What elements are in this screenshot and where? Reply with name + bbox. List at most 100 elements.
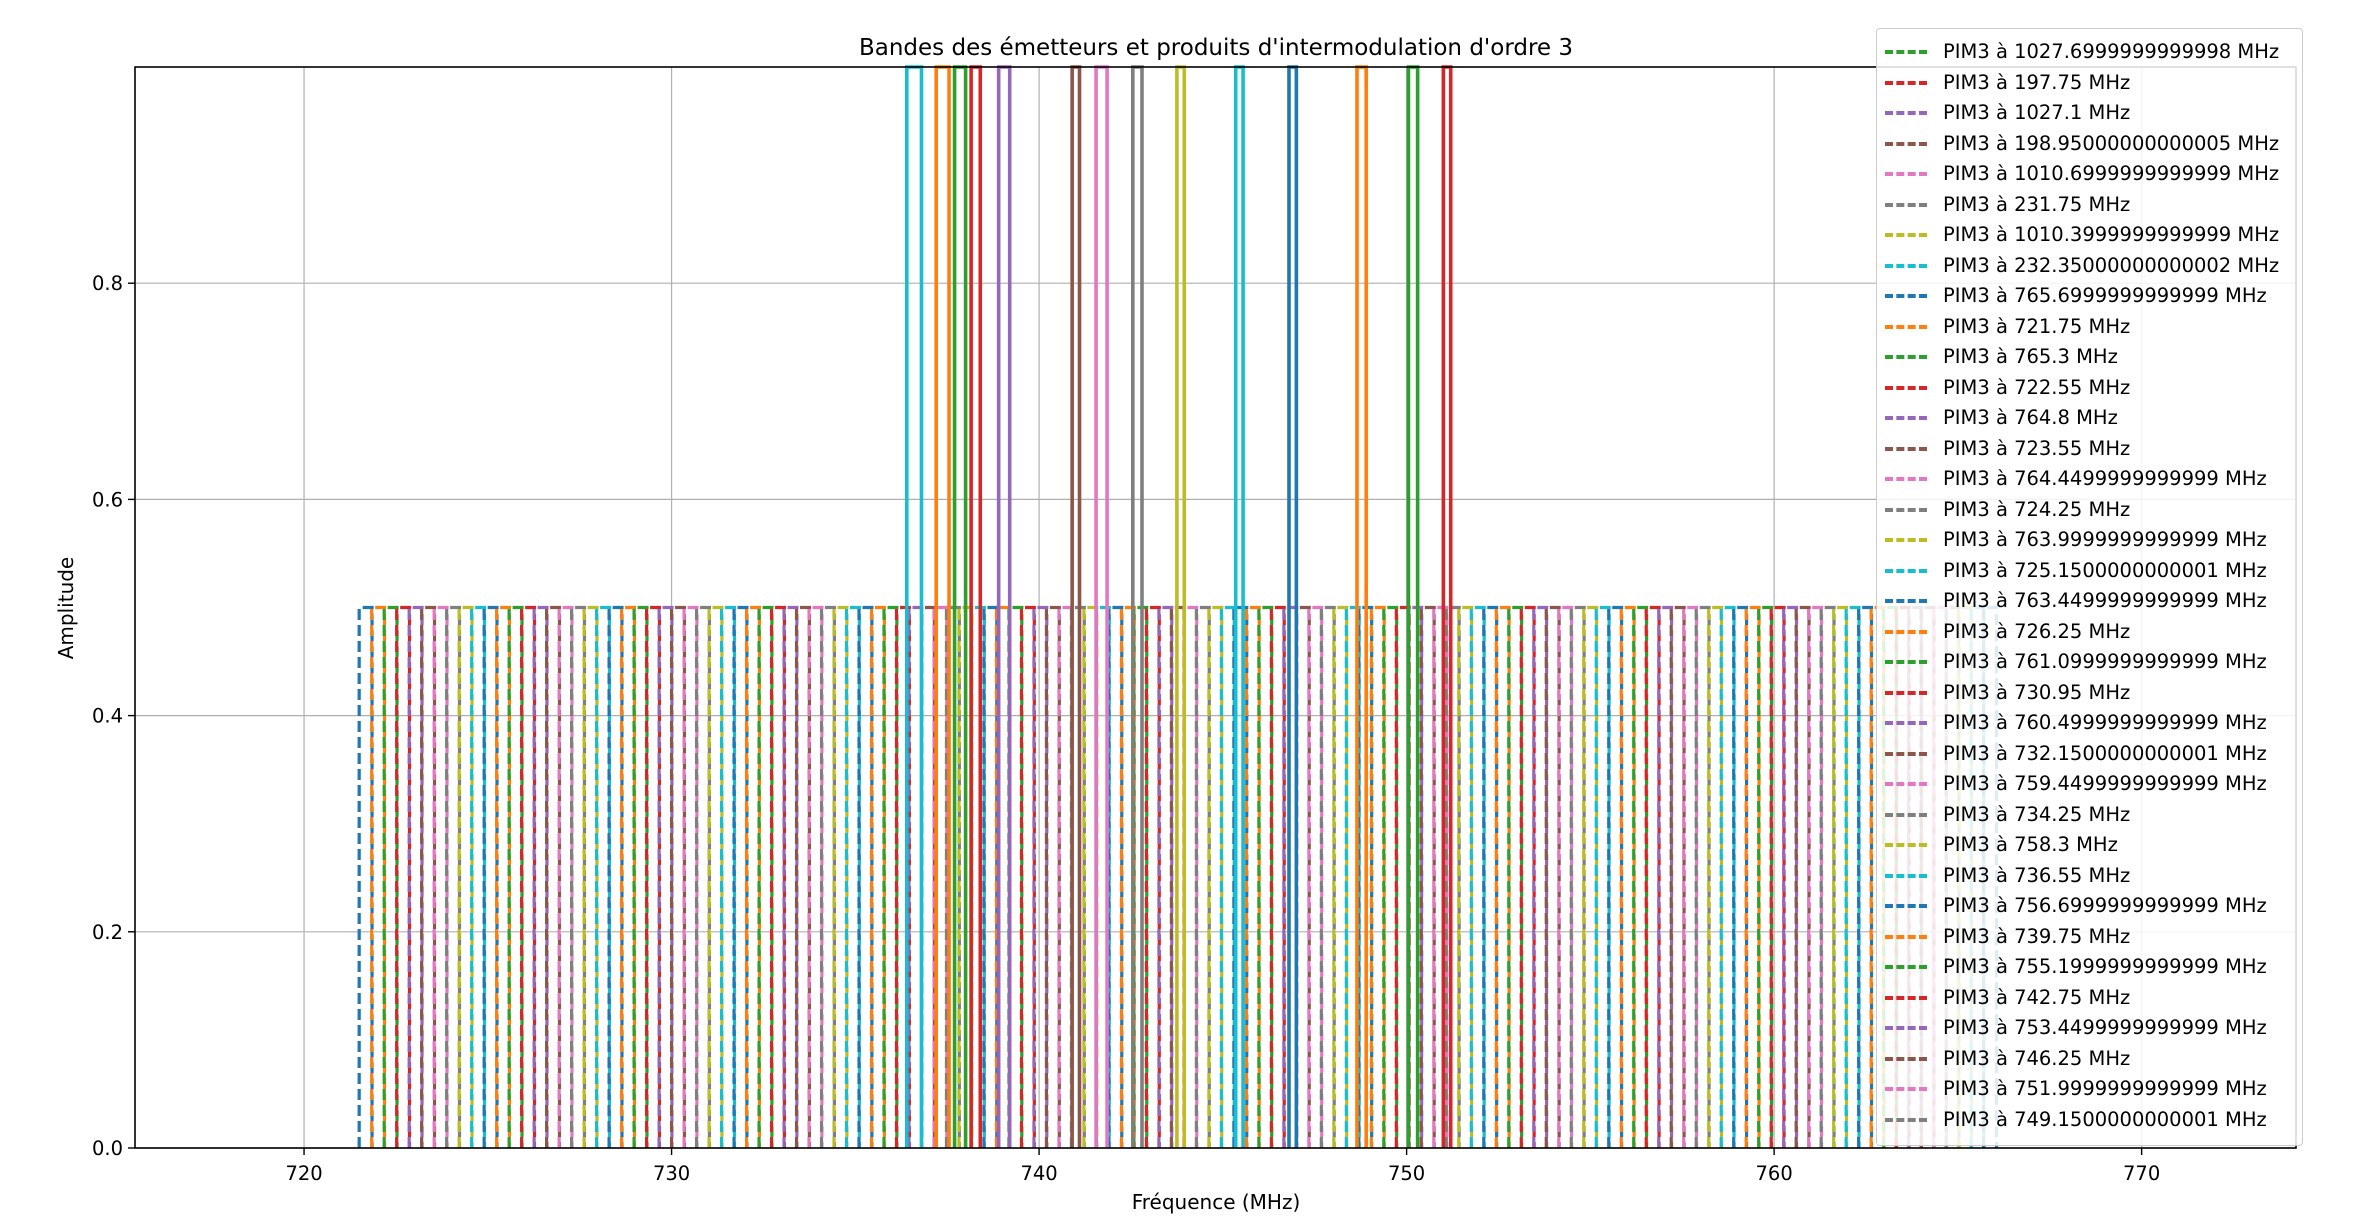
pim3-band xyxy=(1857,605,1874,1148)
pim3-band xyxy=(1807,605,1824,1148)
pim3-band xyxy=(1294,605,1311,1148)
pim3-band xyxy=(1669,605,1686,1148)
pim3-band xyxy=(732,605,749,1148)
legend-item: PIM3 à 746.25 MHz xyxy=(1877,1044,2302,1074)
pim3-band xyxy=(1782,605,1799,1148)
pim3-band xyxy=(657,605,674,1148)
pim3-band xyxy=(1007,605,1024,1148)
y-axis-label: Amplitude xyxy=(54,557,78,660)
legend-swatch xyxy=(1885,721,1927,725)
pim3-band xyxy=(707,605,724,1148)
legend-label: PIM3 à 721.75 MHz xyxy=(1943,314,2131,338)
pim3-band xyxy=(1707,605,1724,1148)
pim3-band xyxy=(832,605,849,1148)
pim3-band xyxy=(482,605,499,1148)
legend-label: PIM3 à 736.55 MHz xyxy=(1943,863,2131,887)
legend-label: PIM3 à 756.6999999999999 MHz xyxy=(1943,894,2267,917)
legend-label: PIM3 à 723.55 MHz xyxy=(1943,436,2131,460)
pim3-band xyxy=(1019,605,1036,1148)
pim3-band xyxy=(1269,605,1286,1148)
pim3-band xyxy=(1744,605,1761,1148)
pim3-band xyxy=(769,605,787,1148)
legend-label: PIM3 à 765.6999999999999 MHz xyxy=(1943,284,2267,307)
legend-swatch xyxy=(1885,416,1927,420)
legend-swatch xyxy=(1885,477,1927,481)
pim3-band xyxy=(1719,605,1736,1148)
pim3-band xyxy=(819,605,836,1148)
x-tick-label: 750 xyxy=(1388,1162,1425,1185)
pim3-band xyxy=(1732,605,1749,1148)
legend-item: PIM3 à 736.55 MHz xyxy=(1877,861,2302,891)
legend-item: PIM3 à 749.1500000000001 MHz xyxy=(1877,1105,2302,1135)
pim3-band xyxy=(570,605,587,1148)
legend-swatch xyxy=(1885,263,1927,268)
legend-label: PIM3 à 742.75 MHz xyxy=(1943,985,2131,1009)
pim3-band xyxy=(632,605,649,1148)
legend-item: PIM3 à 753.4499999999999 MHz xyxy=(1877,1013,2302,1043)
legend-item: PIM3 à 722.55 MHz xyxy=(1877,373,2302,403)
legend-item: PIM3 à 756.6999999999999 MHz xyxy=(1877,891,2302,921)
legend-item: PIM3 à 197.75 MHz xyxy=(1877,68,2302,98)
legend-swatch xyxy=(1885,751,1927,756)
pim3-band xyxy=(969,605,986,1148)
legend-label: PIM3 à 760.4999999999999 MHz xyxy=(1943,711,2267,734)
pim3-band xyxy=(1594,605,1611,1148)
legend-item: PIM3 à 1027.6999999999998 MHz xyxy=(1877,37,2302,67)
legend-item: PIM3 à 721.75 MHz xyxy=(1877,312,2302,342)
pim3-band xyxy=(1607,605,1624,1148)
legend-item: PIM3 à 1010.6999999999999 MHz xyxy=(1877,159,2302,189)
pim3-band xyxy=(882,605,899,1148)
pim3-band xyxy=(1244,605,1261,1148)
legend-item: PIM3 à 723.55 MHz xyxy=(1877,434,2302,464)
pim3-band xyxy=(1569,605,1586,1148)
y-tick-label: 0.6 xyxy=(92,488,123,511)
legend-swatch xyxy=(1885,782,1927,786)
pim3-band xyxy=(1619,605,1636,1148)
pim3-band xyxy=(382,605,399,1148)
legend-label: PIM3 à 763.9999999999999 MHz xyxy=(1943,528,2267,551)
legend-item: PIM3 à 732.1500000000001 MHz xyxy=(1877,739,2302,769)
pim3-band xyxy=(669,605,687,1148)
pim3-band xyxy=(520,605,537,1148)
pim3-band xyxy=(1194,605,1211,1148)
legend-label: PIM3 à 730.95 MHz xyxy=(1943,680,2131,704)
legend-item: PIM3 à 755.1999999999999 MHz xyxy=(1877,952,2302,982)
legend-swatch xyxy=(1885,995,1927,1000)
legend-item: PIM3 à 742.75 MHz xyxy=(1877,983,2302,1013)
x-tick-label: 760 xyxy=(1756,1162,1793,1185)
legend-swatch xyxy=(1885,873,1927,878)
pim3-band xyxy=(1507,605,1524,1148)
pim3-band xyxy=(395,605,412,1148)
pim3-band xyxy=(1557,605,1574,1148)
legend-item: PIM3 à 765.6999999999999 MHz xyxy=(1877,281,2302,311)
pim3-band xyxy=(1419,605,1436,1148)
pim3-band xyxy=(1319,605,1336,1148)
legend-label: PIM3 à 734.25 MHz xyxy=(1943,802,2131,826)
legend-item: PIM3 à 724.25 MHz xyxy=(1877,495,2302,525)
pim3-band xyxy=(1519,605,1536,1148)
legend-swatch xyxy=(1885,1117,1927,1122)
legend-swatch xyxy=(1885,50,1927,54)
legend-swatch xyxy=(1885,172,1927,176)
legend-label: PIM3 à 232.35000000000002 MHz xyxy=(1943,253,2280,277)
legend-item: PIM3 à 765.3 MHz xyxy=(1877,342,2302,372)
pim3-band xyxy=(545,605,562,1148)
pim3-band xyxy=(869,605,886,1148)
axis-ticks: 720 730 740 750 760 770 0.0 0.2 0.4 0.6 0.8 xyxy=(92,272,2160,1185)
pim3-band xyxy=(1482,605,1499,1148)
y-tick-label: 0.8 xyxy=(92,272,123,295)
legend-swatch xyxy=(1885,538,1927,542)
legend-swatch xyxy=(1885,324,1927,329)
pim3-band xyxy=(694,605,712,1148)
legend-swatch xyxy=(1885,111,1927,115)
legend-label: PIM3 à 725.1500000000001 MHz xyxy=(1943,558,2267,582)
pim3-band xyxy=(1694,605,1711,1148)
pim3-band xyxy=(1769,605,1786,1148)
legend-swatch xyxy=(1885,233,1927,237)
pim3-band xyxy=(1819,605,1836,1148)
pim3-band xyxy=(1369,605,1386,1148)
y-tick-label: 0.4 xyxy=(92,705,123,728)
pim3-band xyxy=(794,605,811,1148)
pim3-band xyxy=(1444,605,1461,1148)
